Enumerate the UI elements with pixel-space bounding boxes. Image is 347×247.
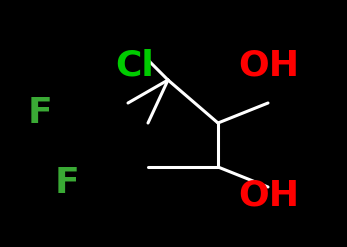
Text: F: F [28, 96, 53, 130]
Text: OH: OH [238, 48, 299, 82]
Text: OH: OH [238, 178, 299, 212]
Text: F: F [55, 166, 80, 200]
Text: Cl: Cl [115, 48, 154, 82]
